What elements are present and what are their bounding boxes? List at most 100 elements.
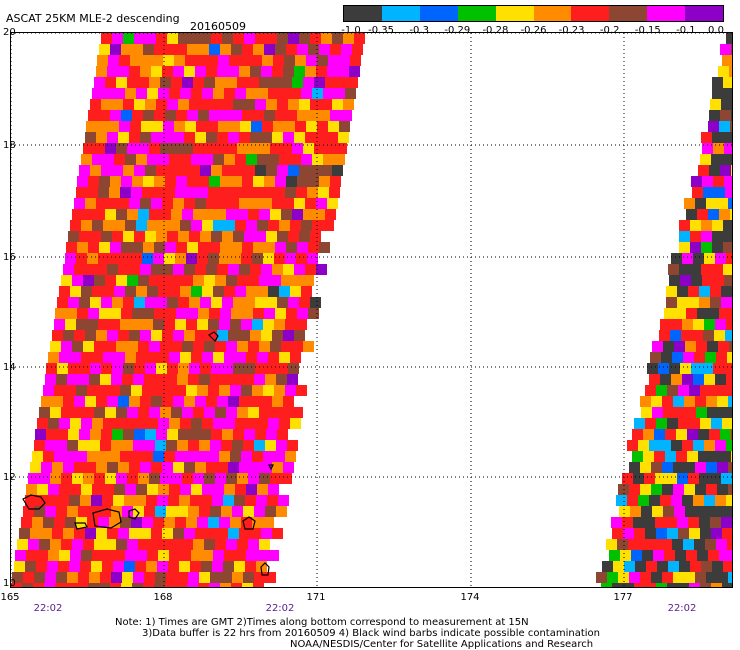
swath-cell	[105, 539, 116, 550]
swath-cell	[670, 330, 681, 341]
swath-cell	[180, 352, 191, 363]
swath-cell	[250, 396, 261, 407]
swath-cell	[114, 88, 125, 99]
swath-cell	[209, 44, 220, 55]
swath-cell	[651, 396, 662, 407]
swath-cell	[257, 352, 268, 363]
swath-cell	[252, 187, 263, 198]
swath-cell	[292, 407, 303, 418]
swath-cell	[731, 44, 732, 55]
lat-label-16: 16	[3, 252, 16, 263]
swath-cell	[184, 132, 195, 143]
swath-cell	[132, 308, 143, 319]
swath-cell	[140, 264, 151, 275]
swath-cell	[292, 275, 303, 286]
swath-cell	[339, 55, 350, 66]
swath-cell	[723, 231, 732, 242]
swath-cell	[332, 99, 343, 110]
swath-cell	[142, 187, 153, 198]
swath-cell	[228, 462, 239, 473]
swath-cell	[281, 407, 292, 418]
swath-cell	[248, 407, 259, 418]
swath-cell	[602, 561, 613, 572]
swath-cell	[693, 440, 704, 451]
swath-cell	[264, 308, 275, 319]
swath-cell	[191, 352, 202, 363]
swath-cell	[215, 275, 226, 286]
swath-cell	[690, 231, 701, 242]
swath-cell	[145, 33, 156, 44]
swath-cell	[645, 385, 656, 396]
swath-cell	[232, 506, 243, 517]
swath-cell	[256, 495, 267, 506]
swath-cell	[167, 429, 178, 440]
swath-cell	[122, 374, 133, 385]
swath-cell	[656, 418, 667, 429]
swath-cell	[241, 187, 252, 198]
swath-cell	[281, 143, 292, 154]
swath-cell	[224, 484, 235, 495]
swath-cell	[656, 583, 667, 587]
swath-cell	[66, 308, 77, 319]
swath-cell	[250, 330, 261, 341]
swath-cell	[86, 121, 97, 132]
swath-cell	[193, 143, 204, 154]
swath-cell	[706, 396, 717, 407]
swath-cell	[241, 253, 252, 264]
swath-cell	[186, 187, 197, 198]
swath-cell	[680, 275, 691, 286]
swath-cell	[687, 451, 698, 462]
swath-cell	[90, 165, 101, 176]
swath-cell	[133, 374, 144, 385]
lat-label-10: 10	[3, 578, 16, 589]
swath-cell	[270, 341, 281, 352]
swath-cell	[678, 385, 689, 396]
note-line-1: Note: 1) Times are GMT 2)Times along bot…	[115, 617, 529, 628]
swath-cell	[153, 517, 164, 528]
swath-cell	[266, 99, 277, 110]
swath-cell	[677, 517, 688, 528]
swath-cell	[700, 385, 711, 396]
swath-cell	[204, 275, 215, 286]
swath-cell	[222, 297, 233, 308]
swath-cell	[721, 297, 732, 308]
swath-cell	[230, 385, 241, 396]
swath-cell	[140, 330, 151, 341]
swath-cell	[237, 407, 248, 418]
swath-cell	[111, 374, 122, 385]
swath-cell	[270, 407, 281, 418]
swath-cell	[165, 44, 176, 55]
pass-time-1: 22:02	[33, 603, 63, 614]
swath-cell	[332, 33, 343, 44]
swath-cell	[92, 88, 103, 99]
swath-cell	[246, 220, 257, 231]
swath-cell	[651, 462, 662, 473]
swath-cell	[34, 506, 45, 517]
swath-cell	[188, 440, 199, 451]
swath-cell	[178, 165, 189, 176]
swath-cell	[327, 198, 338, 209]
swath-cell	[182, 539, 193, 550]
swath-cell	[189, 99, 200, 110]
swath-cell	[52, 462, 63, 473]
swath-cell	[90, 429, 101, 440]
swath-cell	[288, 297, 299, 308]
swath-cell	[143, 44, 154, 55]
swath-cell	[695, 484, 706, 495]
swath-cell	[710, 473, 721, 484]
swath-cell	[667, 385, 678, 396]
swath-cell	[100, 374, 111, 385]
swath-cell	[186, 319, 197, 330]
swath-cell	[327, 66, 338, 77]
swath-cell	[688, 297, 699, 308]
swath-cell	[676, 429, 687, 440]
swath-cell	[231, 44, 242, 55]
swath-cell	[14, 561, 25, 572]
swath-cell	[97, 55, 108, 66]
swath-cell	[684, 484, 695, 495]
swath-cell	[87, 451, 98, 462]
swath-cell	[105, 407, 116, 418]
swath-cell	[629, 572, 640, 583]
swath-cell	[682, 253, 693, 264]
swath-cell	[36, 495, 47, 506]
